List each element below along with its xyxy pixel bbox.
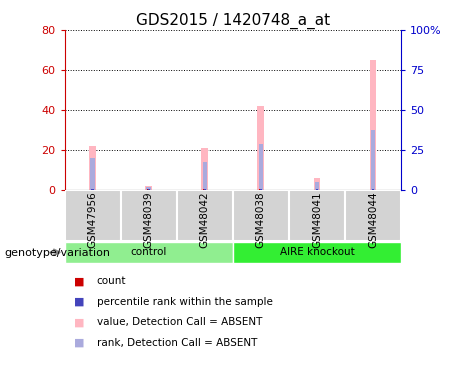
Text: GSM48039: GSM48039 bbox=[144, 191, 154, 248]
Bar bbox=[202, 162, 207, 190]
Bar bbox=[260, 189, 262, 190]
Text: GSM48044: GSM48044 bbox=[368, 191, 378, 248]
Text: ■: ■ bbox=[74, 338, 84, 348]
Bar bbox=[147, 189, 150, 190]
Bar bbox=[89, 146, 96, 190]
Bar bbox=[201, 148, 208, 190]
FancyBboxPatch shape bbox=[345, 190, 401, 241]
Text: ■: ■ bbox=[74, 276, 84, 286]
Text: percentile rank within the sample: percentile rank within the sample bbox=[97, 297, 273, 307]
Text: genotype/variation: genotype/variation bbox=[5, 248, 111, 258]
Bar bbox=[258, 106, 264, 190]
Bar bbox=[90, 158, 95, 190]
Bar bbox=[91, 189, 94, 190]
FancyBboxPatch shape bbox=[233, 190, 289, 241]
Text: value, Detection Call = ABSENT: value, Detection Call = ABSENT bbox=[97, 318, 262, 327]
Text: GSM48042: GSM48042 bbox=[200, 191, 210, 248]
Bar bbox=[313, 178, 320, 190]
Bar bbox=[203, 189, 206, 190]
Text: AIRE knockout: AIRE knockout bbox=[279, 248, 355, 257]
FancyBboxPatch shape bbox=[121, 190, 177, 241]
FancyBboxPatch shape bbox=[65, 190, 121, 241]
Bar bbox=[91, 189, 94, 190]
Text: ■: ■ bbox=[74, 318, 84, 327]
FancyBboxPatch shape bbox=[289, 190, 345, 241]
Text: control: control bbox=[130, 248, 167, 257]
Text: rank, Detection Call = ABSENT: rank, Detection Call = ABSENT bbox=[97, 338, 257, 348]
Text: count: count bbox=[97, 276, 126, 286]
Bar bbox=[148, 189, 150, 190]
Bar bbox=[315, 182, 319, 190]
Text: ■: ■ bbox=[74, 297, 84, 307]
Bar bbox=[316, 189, 318, 190]
Bar bbox=[370, 60, 376, 190]
FancyBboxPatch shape bbox=[65, 242, 233, 262]
Bar bbox=[372, 189, 374, 190]
Bar bbox=[372, 189, 374, 190]
FancyBboxPatch shape bbox=[233, 242, 401, 262]
Bar bbox=[145, 186, 152, 190]
Bar bbox=[315, 189, 319, 190]
Text: GSM47956: GSM47956 bbox=[88, 191, 98, 248]
Bar bbox=[147, 187, 151, 190]
Bar bbox=[204, 189, 206, 190]
Title: GDS2015 / 1420748_a_at: GDS2015 / 1420748_a_at bbox=[136, 12, 330, 28]
Bar bbox=[371, 130, 375, 190]
Bar bbox=[259, 144, 263, 190]
Text: GSM48041: GSM48041 bbox=[312, 191, 322, 248]
FancyBboxPatch shape bbox=[177, 190, 233, 241]
Text: GSM48038: GSM48038 bbox=[256, 191, 266, 248]
Bar bbox=[260, 189, 262, 190]
